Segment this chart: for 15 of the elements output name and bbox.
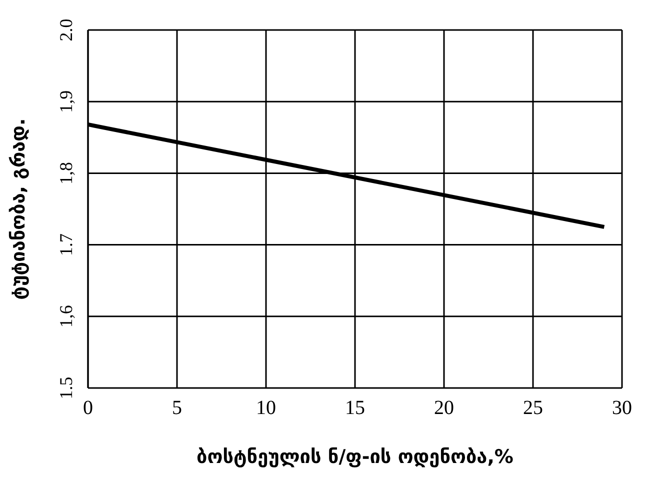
x-tick-label: 15 <box>345 397 365 419</box>
x-tick-label: 5 <box>172 397 182 419</box>
y-tick-label: 1.7 <box>56 234 76 256</box>
y-tick-label: 2.0 <box>56 18 76 42</box>
x-tick-label: 0 <box>83 397 93 419</box>
y-tick-label: 1,8 <box>56 162 76 184</box>
y-tick-label: 1,9 <box>56 90 76 113</box>
y-tick-label: 1,6 <box>56 305 76 328</box>
y-tick-label: 1.5 <box>56 376 76 400</box>
x-tick-label: 10 <box>256 397 276 419</box>
x-axis-title: ბოსტნეულის ნ/ფ-ის ოდენობა,% <box>196 446 514 468</box>
x-tick-label: 20 <box>434 397 454 419</box>
x-tick-label: 25 <box>523 397 543 419</box>
x-tick-label: 30 <box>612 397 632 419</box>
y-axis-title: ტუტიანობა, გრად. <box>8 118 30 300</box>
